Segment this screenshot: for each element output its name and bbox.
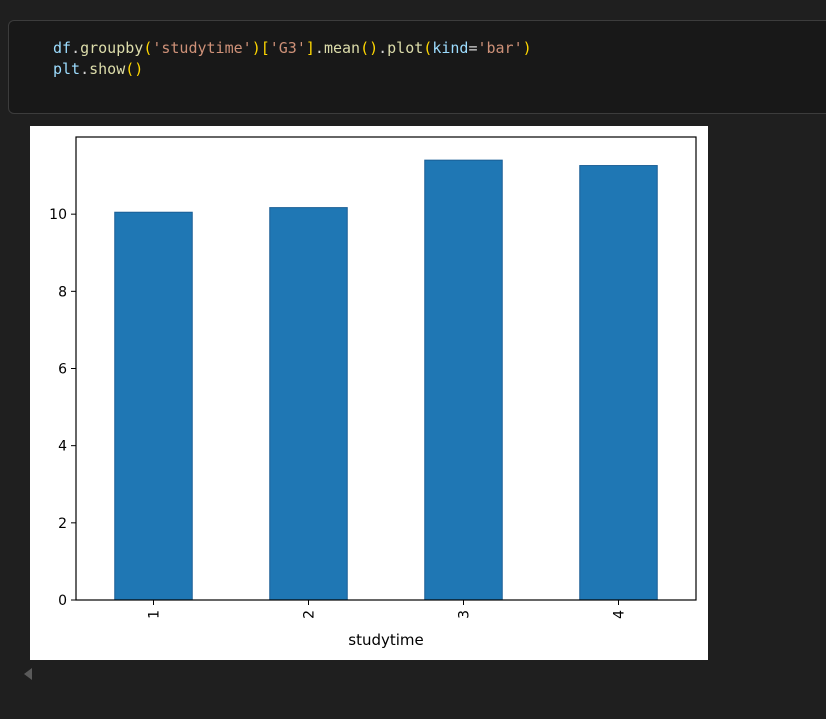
code-token: ()	[360, 39, 379, 57]
code-token: (	[143, 39, 153, 57]
bar	[114, 211, 193, 601]
code-token: show	[89, 60, 126, 78]
y-tick-label: 2	[58, 516, 67, 532]
code-token: )	[522, 39, 532, 57]
bar-chart: 1 2 3 4 0 2 4 6 8 10 studytime	[49, 136, 697, 649]
scroll-left-arrow-icon[interactable]	[24, 668, 32, 680]
code-token: (	[423, 39, 433, 57]
y-tick-label: 8	[58, 284, 67, 300]
code-token: .	[80, 60, 90, 78]
x-tick-label: 4	[612, 610, 628, 619]
code-token: plot	[387, 39, 424, 57]
y-tick-label: 6	[58, 362, 67, 378]
code-line: df.groupby('studytime')['G3'].mean().plo…	[53, 38, 532, 59]
code-token: 'G3'	[269, 39, 306, 57]
code-token: .	[71, 39, 81, 57]
code-token: ()	[125, 60, 144, 78]
bar	[579, 165, 658, 601]
code-token: 'studytime'	[152, 39, 252, 57]
y-tick-label: 0	[58, 593, 67, 609]
code-line: plt.show()	[53, 59, 532, 80]
chart-figure: 1 2 3 4 0 2 4 6 8 10 studytime	[30, 126, 708, 660]
code-token: .	[378, 39, 388, 57]
y-tick-label: 4	[58, 439, 67, 455]
plot-frame	[75, 136, 697, 601]
code-token: kind	[432, 39, 469, 57]
code-token: =	[468, 39, 478, 57]
code-token: df	[53, 39, 72, 57]
code-token: .	[314, 39, 324, 57]
code-token: ]	[305, 39, 315, 57]
x-axis-label: studytime	[348, 631, 424, 649]
x-tick-label: 2	[302, 610, 318, 619]
x-tick-label: 3	[457, 610, 473, 619]
code-token: groupby	[80, 39, 144, 57]
code-cell[interactable]: df.groupby('studytime')['G3'].mean().plo…	[8, 20, 826, 114]
code-token: 'bar'	[477, 39, 523, 57]
code-editor[interactable]: df.groupby('studytime')['G3'].mean().plo…	[53, 38, 532, 80]
code-token: [	[260, 39, 270, 57]
code-token: )	[251, 39, 261, 57]
y-tick-label: 10	[49, 207, 67, 223]
bar	[424, 159, 503, 601]
code-token: mean	[323, 39, 361, 57]
bar	[269, 207, 348, 601]
code-token: plt	[53, 60, 81, 78]
x-tick-label: 1	[147, 610, 163, 619]
